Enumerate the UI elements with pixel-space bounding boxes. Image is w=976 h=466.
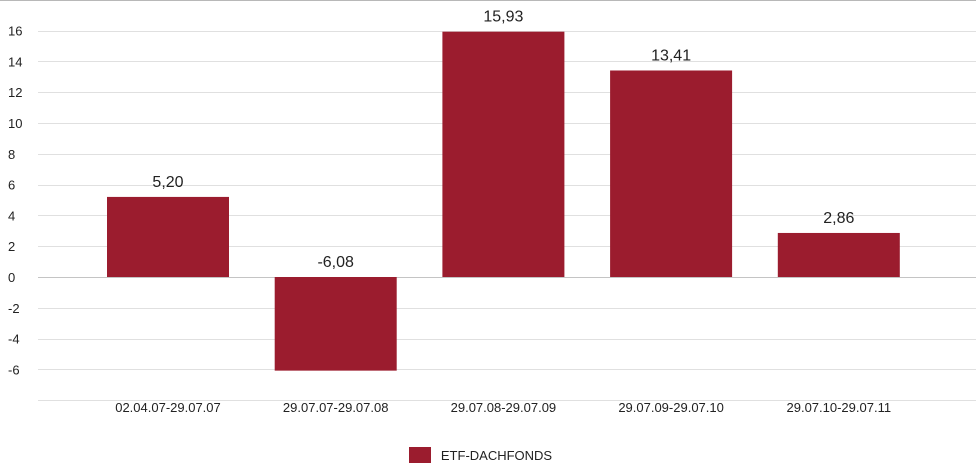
y-tick-label: -2 <box>8 301 20 316</box>
data-label: 5,20 <box>152 174 183 191</box>
bar <box>107 196 229 277</box>
legend: ETF-DACHFONDS <box>0 444 976 466</box>
x-category-label: 29.07.10-29.07.11 <box>787 400 892 415</box>
bar-chart: 16 14 12 10 8 6 4 2 0 -2 -4 -6 5,20 -6,08 15,93 13,41 2… <box>0 0 976 415</box>
x-axis-categories: 02.04.07-29.07.07 29.07.07-29.07.08 29.07.… <box>115 400 891 415</box>
y-tick-label: 12 <box>8 85 22 100</box>
y-tick-label: 6 <box>8 178 15 193</box>
legend-label: ETF-DACHFONDS <box>440 447 553 463</box>
x-category-label: 02.04.07-29.07.07 <box>115 400 221 415</box>
y-axis-ticks: 16 14 12 10 8 6 4 2 0 -2 -4 -6 <box>8 24 22 378</box>
y-tick-label: 8 <box>8 147 15 162</box>
y-tick-label: -6 <box>8 362 20 377</box>
y-tick-label: 0 <box>8 270 15 285</box>
legend-swatch <box>408 447 431 463</box>
data-label: -6,08 <box>317 254 354 271</box>
y-tick-label: 4 <box>8 208 15 223</box>
data-label: 13,41 <box>651 47 691 64</box>
bars <box>107 31 900 371</box>
x-category-label: 29.07.08-29.07.09 <box>451 400 557 415</box>
bar <box>274 277 397 371</box>
y-tick-label: 14 <box>8 54 22 69</box>
data-labels: 5,20 -6,08 15,93 13,41 2,86 <box>152 9 854 271</box>
y-tick-label: 16 <box>8 24 22 39</box>
bar <box>777 232 900 277</box>
x-category-label: 29.07.09-29.07.10 <box>618 400 724 415</box>
bar <box>442 31 565 278</box>
x-category-label: 29.07.07-29.07.08 <box>283 400 389 415</box>
data-label: 15,93 <box>483 9 523 26</box>
y-tick-label: 10 <box>8 116 22 131</box>
y-tick-label: -4 <box>8 332 20 347</box>
data-label: 2,86 <box>823 210 854 227</box>
bar <box>610 70 733 278</box>
y-tick-label: 2 <box>8 239 15 254</box>
